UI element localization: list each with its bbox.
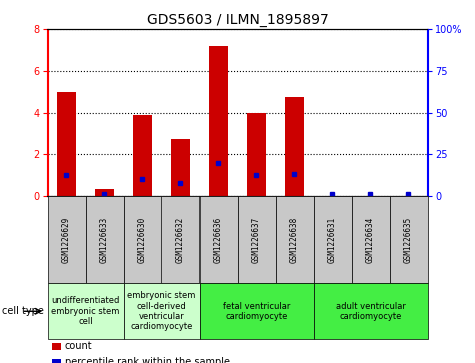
Text: GSM1226636: GSM1226636 <box>214 216 223 263</box>
Text: undifferentiated
embryonic stem
cell: undifferentiated embryonic stem cell <box>51 296 120 326</box>
Text: GSM1226637: GSM1226637 <box>252 216 261 263</box>
Text: fetal ventricular
cardiomyocyte: fetal ventricular cardiomyocyte <box>223 302 290 321</box>
Text: adult ventricular
cardiomyocyte: adult ventricular cardiomyocyte <box>335 302 406 321</box>
Bar <box>95 189 114 196</box>
Text: GSM1226629: GSM1226629 <box>62 216 71 263</box>
Text: GSM1226631: GSM1226631 <box>328 216 337 263</box>
Text: GSM1226634: GSM1226634 <box>366 216 375 263</box>
Text: cell type: cell type <box>2 306 44 316</box>
Text: embryonic stem
cell-derived
ventricular
cardiomyocyte: embryonic stem cell-derived ventricular … <box>127 291 196 331</box>
Text: count: count <box>65 341 92 351</box>
Text: GSM1226630: GSM1226630 <box>138 216 147 263</box>
Text: percentile rank within the sample: percentile rank within the sample <box>65 357 229 363</box>
Bar <box>247 113 266 196</box>
Bar <box>285 97 304 196</box>
Bar <box>57 91 76 196</box>
Text: GSM1226632: GSM1226632 <box>176 216 185 263</box>
Text: GSM1226633: GSM1226633 <box>100 216 109 263</box>
Text: GSM1226635: GSM1226635 <box>404 216 413 263</box>
Bar <box>209 46 228 196</box>
Bar <box>133 115 152 196</box>
Bar <box>171 139 190 196</box>
Title: GDS5603 / ILMN_1895897: GDS5603 / ILMN_1895897 <box>147 13 328 26</box>
Text: GSM1226638: GSM1226638 <box>290 216 299 263</box>
